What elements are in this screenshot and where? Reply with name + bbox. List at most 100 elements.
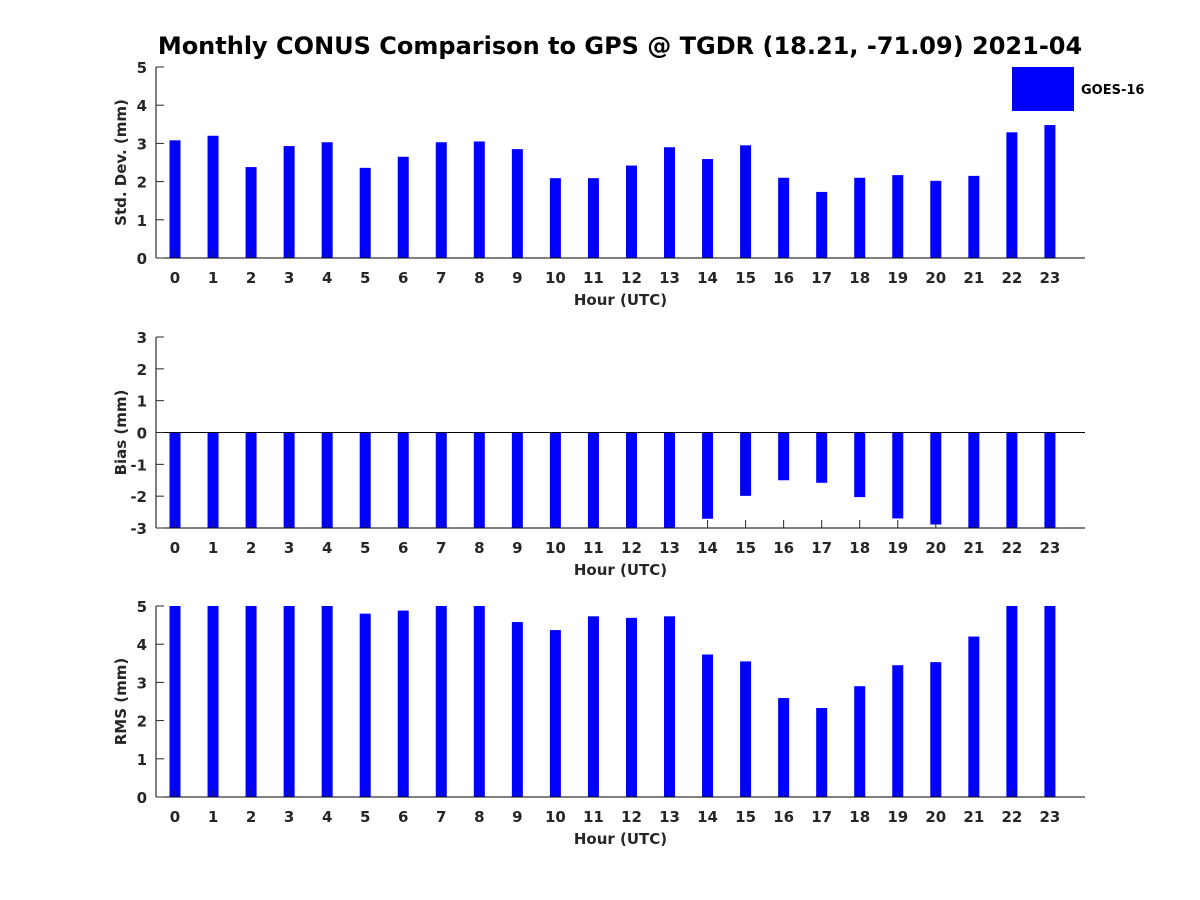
std-dev-y-tick-5: 5 <box>137 59 147 77</box>
bias-x-tick-12: 12 <box>621 539 642 557</box>
bias-x-label: Hour (UTC) <box>574 561 667 579</box>
std-dev-bar-9 <box>511 149 523 258</box>
std-dev-bar-17 <box>816 191 828 258</box>
rms-x-tick-8: 8 <box>474 808 484 826</box>
rms-x-tick-17: 17 <box>811 808 832 826</box>
bias-y-tick--3: -3 <box>130 520 147 538</box>
bias-x-tick-3: 3 <box>284 539 294 557</box>
bias-bar-18 <box>854 432 866 498</box>
std-dev-x-tick-9: 9 <box>512 269 522 287</box>
rms-x-tick-7: 7 <box>436 808 446 826</box>
rms-bar-4 <box>321 606 333 797</box>
std-dev-bar-4 <box>321 142 333 258</box>
rms-bar-2 <box>245 606 257 797</box>
rms-bar-12 <box>625 617 637 797</box>
std-dev-x-tick-23: 23 <box>1039 269 1060 287</box>
rms-bar-19 <box>892 665 904 797</box>
bias-x-tick-18: 18 <box>849 539 870 557</box>
bias-bar-6 <box>397 432 409 528</box>
std-dev-y-tick-1: 1 <box>137 212 147 230</box>
bias-bar-0 <box>169 432 181 528</box>
rms-bar-17 <box>816 707 828 797</box>
rms-y-tick-4: 4 <box>137 636 147 654</box>
bias-y-tick-0: 0 <box>137 425 147 443</box>
rms-x-tick-3: 3 <box>284 808 294 826</box>
legend: GOES-16 <box>1012 67 1144 111</box>
rms-x-tick-9: 9 <box>512 808 522 826</box>
bias-x-tick-11: 11 <box>583 539 604 557</box>
rms-y-tick-3: 3 <box>137 674 147 692</box>
std-dev-bar-6 <box>397 156 409 258</box>
rms-bar-9 <box>511 622 523 797</box>
rms-y-tick-5: 5 <box>137 598 147 616</box>
std-dev-y-tick-3: 3 <box>137 135 147 153</box>
rms-y-tick-2: 2 <box>137 713 147 731</box>
bias-bar-17 <box>816 432 828 483</box>
std-dev-y-label: Std. Dev. (mm) <box>112 99 130 226</box>
rms-x-tick-0: 0 <box>170 808 180 826</box>
rms-x-tick-19: 19 <box>887 808 908 826</box>
std-dev-bar-3 <box>283 146 295 258</box>
std-dev-bar-8 <box>473 141 485 258</box>
std-dev-x-tick-3: 3 <box>284 269 294 287</box>
std-dev-bar-22 <box>1006 132 1018 258</box>
bias-x-tick-19: 19 <box>887 539 908 557</box>
std-dev-x-tick-14: 14 <box>697 269 718 287</box>
std-dev-x-tick-22: 22 <box>1001 269 1022 287</box>
rms-x-tick-21: 21 <box>963 808 984 826</box>
bias-bar-5 <box>359 432 371 528</box>
bias-bar-19 <box>892 432 904 519</box>
std-dev-x-label: Hour (UTC) <box>574 291 667 309</box>
bias-x-tick-17: 17 <box>811 539 832 557</box>
std-dev-x-tick-16: 16 <box>773 269 794 287</box>
bias-bar-14 <box>702 432 714 519</box>
bias-bar-22 <box>1006 432 1018 528</box>
rms-x-tick-4: 4 <box>322 808 332 826</box>
std-dev-bar-0 <box>169 140 181 258</box>
std-dev-x-tick-17: 17 <box>811 269 832 287</box>
rms-bar-20 <box>930 662 942 797</box>
rms-x-tick-2: 2 <box>246 808 256 826</box>
rms-bar-22 <box>1006 606 1018 797</box>
std-dev-bar-21 <box>968 175 980 258</box>
bias-bar-20 <box>930 432 942 525</box>
rms-bar-15 <box>740 661 752 797</box>
bias-bar-2 <box>245 432 257 528</box>
std-dev-bar-19 <box>892 175 904 258</box>
rms-bar-23 <box>1044 606 1056 797</box>
bias-x-tick-8: 8 <box>474 539 484 557</box>
rms-bar-16 <box>778 698 790 797</box>
std-dev-x-tick-13: 13 <box>659 269 680 287</box>
std-dev-bar-16 <box>778 177 790 258</box>
std-dev-x-tick-15: 15 <box>735 269 756 287</box>
rms-bar-7 <box>435 606 447 797</box>
bias-bar-23 <box>1044 432 1056 528</box>
bias-x-tick-6: 6 <box>398 539 408 557</box>
bias-x-tick-0: 0 <box>170 539 180 557</box>
std-dev-bar-5 <box>359 167 371 258</box>
bias-y-tick-1: 1 <box>137 393 147 411</box>
rms-x-tick-11: 11 <box>583 808 604 826</box>
std-dev-y-tick-2: 2 <box>137 174 147 192</box>
rms-bar-8 <box>473 606 485 797</box>
rms-bar-0 <box>169 606 181 797</box>
chart-title: Monthly CONUS Comparison to GPS @ TGDR (… <box>158 32 1082 60</box>
std-dev-x-tick-10: 10 <box>545 269 566 287</box>
bias-bar-8 <box>473 432 485 528</box>
rms-bar-13 <box>664 616 676 797</box>
bias-bar-3 <box>283 432 295 528</box>
rms-x-tick-15: 15 <box>735 808 756 826</box>
rms-x-tick-6: 6 <box>398 808 408 826</box>
rms-bar-5 <box>359 613 371 797</box>
std-dev-x-tick-5: 5 <box>360 269 370 287</box>
rms-bar-6 <box>397 610 409 797</box>
rms-y-tick-1: 1 <box>137 751 147 769</box>
std-dev-x-tick-11: 11 <box>583 269 604 287</box>
bias-bar-16 <box>778 432 790 481</box>
rms-y-tick-0: 0 <box>137 789 147 807</box>
rms-bar-21 <box>968 636 980 797</box>
bias-x-tick-13: 13 <box>659 539 680 557</box>
bias-panel: 0 1 2 3 4 5 6 7 8 9 10 11 12 13 14 15 16 17 18 19 20 21 22 23-3… <box>112 329 1085 579</box>
std-dev-x-tick-18: 18 <box>849 269 870 287</box>
